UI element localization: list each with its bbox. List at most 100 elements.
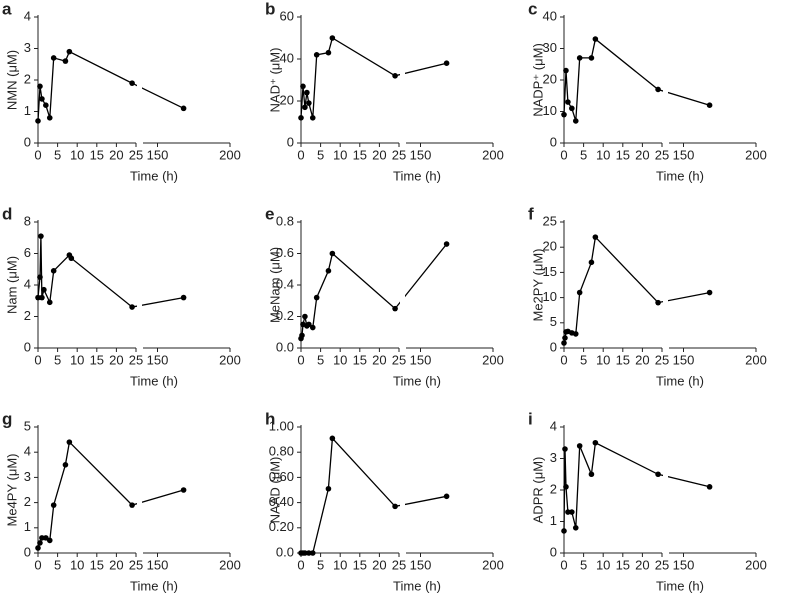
y-tick-label: 10 [543,289,557,304]
data-line [300,243,448,339]
data-point [588,471,595,478]
data-point [39,294,45,301]
data-point [302,104,308,111]
y-tick-label: 4 [24,444,31,459]
x2-tick-label: 200 [745,557,767,572]
y-tick-label: 2 [550,481,557,496]
x2-tick-label: 150 [147,352,169,367]
data-point [325,485,332,492]
x-axis-label: Time (h) [656,168,704,183]
y-tick-label: 3 [24,40,31,55]
data-point [37,540,43,546]
data-point [66,48,73,55]
data-point [588,55,595,61]
x2-tick-label: 150 [410,147,432,162]
x-tick-label: 0 [34,557,41,572]
data-point [300,83,306,90]
data-point [39,535,45,541]
y-tick-label: 2 [24,71,31,86]
y-axis-label: NAD⁺ (μM) [267,48,282,113]
data-point [41,286,47,293]
data-point [561,111,567,118]
x-tick-label: 5 [317,147,324,162]
x-tick-label: 25 [655,147,669,162]
x2-tick-label: 200 [219,147,241,162]
y-tick-label: 1 [550,513,557,528]
data-point [565,509,571,515]
x-tick-label: 0 [297,352,304,367]
data-point [50,502,57,508]
data-point [302,313,308,320]
x-tick-label: 5 [54,147,61,162]
x2-tick-label: 200 [482,557,504,572]
axis-break-gap [137,420,142,552]
y-axis-label: ADPR (μM) [530,457,545,524]
data-point [562,446,568,452]
data-point [66,439,73,445]
y-axis-label: Me4PY (μM) [4,454,19,527]
y-tick-label: 0.20 [269,519,294,534]
data-point [50,268,57,274]
data-point [302,550,308,556]
data-point [298,115,304,121]
x-axis-label: Time (h) [393,168,441,183]
y-axis-label: Me2PY (μM) [530,249,545,322]
data-point [325,49,332,56]
data-line [37,236,184,308]
x2-tick-label: 150 [673,147,695,162]
x-tick-label: 10 [333,352,347,367]
x-tick-label: 5 [580,557,587,572]
data-point [129,502,135,508]
x-axis-label: Time (h) [130,168,178,183]
x-tick-label: 5 [54,557,61,572]
data-point [576,289,583,296]
x-tick-label: 5 [317,352,324,367]
x-tick-label: 10 [596,557,610,572]
data-point [655,471,661,478]
data-point [569,105,575,112]
data-point [180,105,187,112]
y-tick-label: 0 [550,339,557,354]
y-tick-label: 0.6 [276,245,294,260]
panel-label: d [2,204,12,223]
data-point [35,294,41,301]
x-tick-label: 0 [560,352,567,367]
x-tick-label: 10 [70,557,84,572]
x-tick-label: 20 [635,147,649,162]
x-tick-label: 10 [70,147,84,162]
data-point [561,528,567,534]
x-axis-label: Time (h) [130,373,178,388]
data-point [563,67,569,74]
data-point [329,35,336,41]
data-line [300,36,447,118]
data-point [592,36,599,42]
data-point [562,335,568,341]
x2-tick-label: 200 [482,147,504,162]
y-tick-label: 4 [24,8,31,23]
x-tick-label: 25 [129,557,143,572]
data-point [561,340,567,346]
x2-tick-label: 150 [147,557,169,572]
panel: h NAAD (μM) Time (h) 0.0 0.20 0.40 0.60 0.80 1.0… [265,409,504,593]
data-point [43,102,49,108]
x-tick-label: 20 [109,557,123,572]
y-tick-label: 0 [24,339,31,354]
y-axis-label: Nam (μM) [4,256,19,314]
y-tick-label: 0.0 [276,339,294,354]
x-tick-label: 5 [317,557,324,572]
x-tick-label: 5 [580,147,587,162]
data-point [38,233,44,239]
x-tick-label: 25 [392,557,406,572]
y-tick-label: 5 [24,418,31,433]
y-tick-label: 10 [543,103,557,118]
x-tick-label: 25 [655,557,669,572]
panel: e MeNam (μM) Time (h) 0.0 0.2 0.4 0.6 0.8 0 5 10 15… [265,204,504,388]
y-tick-label: 0 [287,134,294,149]
x-tick-label: 0 [560,557,567,572]
panel-label: a [2,0,12,18]
data-point [563,484,569,490]
y-tick-label: 4 [550,418,557,433]
